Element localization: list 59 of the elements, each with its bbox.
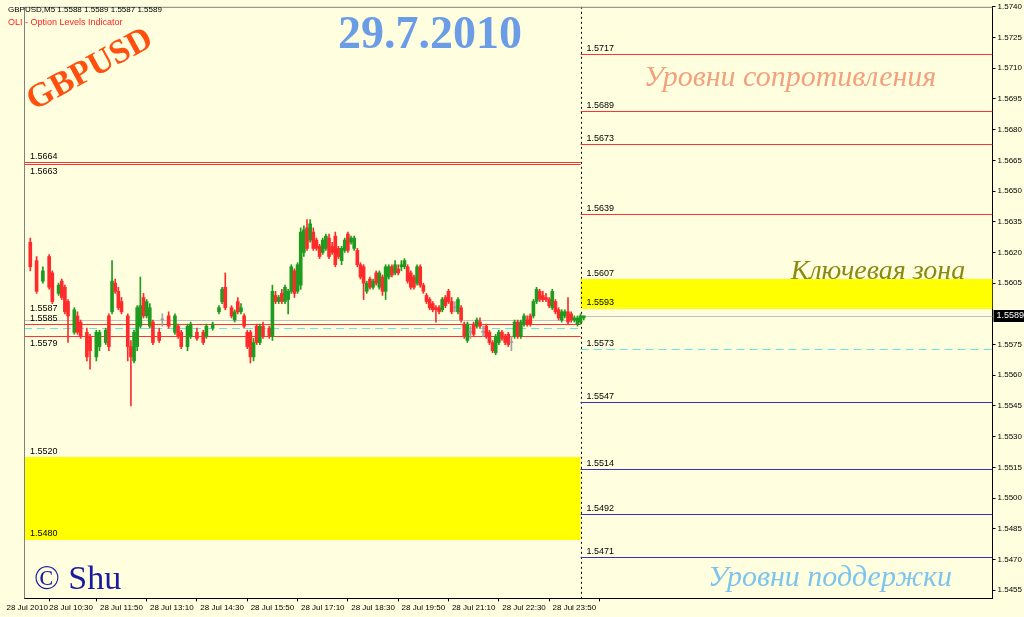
x-tick-label: 28 Jul 17:10 [300,603,346,613]
x-tick-label: 28 Jul 11:50 [99,603,144,613]
x-tick-label: 28 Jul 19:50 [401,603,446,613]
annotation: © Shu [34,558,122,596]
ref-line-label: 1.5471 [586,546,615,557]
chart-title: 29.7.2010 [338,6,522,58]
x-tick-label: 28 Jul 15:50 [250,603,295,613]
ref-line-label: 1.5585 [30,313,58,324]
ref-line-label: 1.5514 [586,458,615,469]
y-tick-label: 1.5740 [997,2,1023,11]
x-tick-label: 28 Jul 2010 [6,603,49,613]
x-tick-label: 28 Jul 23:50 [552,603,597,613]
annotation: GBPUSD,M5 1.5588 1.5589 1.5587 1.5589 [8,5,163,15]
ref-line-label: 1.5587 [30,303,58,314]
y-tick-label: 1.5560 [997,370,1023,380]
ref-line-label: 1.5589 [996,310,1024,321]
ref-line-label: 1.5593 [586,296,615,307]
ref-line-label: 1.5689 [586,100,615,111]
x-tick-label: 28 Jul 18:30 [351,603,396,613]
y-tick-label: 1.5710 [997,63,1023,73]
y-tick-label: 1.5500 [997,493,1023,503]
annotation: OLI - Option Levels Indicator [8,17,123,28]
y-tick-label: 1.5515 [997,462,1023,472]
candlestick [452,301,457,313]
y-tick-label: 1.5455 [997,585,1023,595]
ref-line-label: 1.5639 [586,202,615,213]
y-tick-label: 1.5530 [997,431,1023,441]
annotation: Уровни поддержки [707,558,953,592]
ref-line-label: 1.5673 [586,132,615,143]
ref-line-label: 1.5492 [586,503,615,514]
y-tick-label: 1.5680 [997,124,1023,134]
y-tick-label: 1.5635 [997,216,1023,226]
annotation: Уровни сопротивления [643,58,937,92]
y-tick-label: 1.5620 [997,247,1023,257]
x-tick-label: 28 Jul 13:10 [150,603,195,613]
x-tick-label: 28 Jul 22:30 [502,603,547,613]
ref-line-label: 1.5717 [586,42,615,53]
ref-line-label: 1.5480 [30,528,58,539]
x-tick-label: 28 Jul 10:30 [49,603,94,613]
y-tick-label: 1.5665 [997,155,1023,165]
ref-line-label: 1.5579 [30,338,58,349]
x-tick-label: 28 Jul 14:30 [200,603,245,613]
y-tick-label: 1.5545 [997,401,1023,411]
y-tick-label: 1.5575 [997,339,1023,349]
y-tick-label: 1.5695 [997,94,1023,104]
ref-line-label: 1.5573 [586,337,615,348]
ref-line-label: 1.5607 [586,268,615,279]
ref-line-label: 1.5663 [30,166,58,177]
y-tick-label: 1.5725 [997,32,1023,42]
ref-line-label: 1.5547 [586,390,615,401]
ref-line-label: 1.5520 [30,446,58,457]
y-tick-label: 1.5605 [997,278,1023,288]
ref-line-label: 1.5664 [30,151,58,162]
y-tick-label: 1.5650 [997,186,1023,196]
y-tick-label: 1.5470 [997,554,1023,564]
y-tick-label: 1.5485 [997,524,1023,533]
x-tick-label: 28 Jul 21:10 [451,603,497,613]
annotation: Ключевая зона [789,254,966,286]
candlestick [481,325,485,337]
